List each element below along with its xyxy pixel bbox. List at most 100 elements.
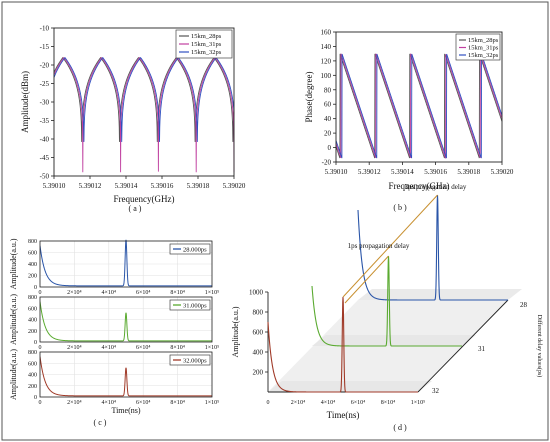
y-tick-label: 600 (28, 306, 37, 312)
x-tick-label: 5.39018 (187, 182, 210, 190)
y-tick-label: -10 (40, 25, 50, 33)
y-tick-label: -50 (40, 173, 50, 181)
z-tick-label: 31 (478, 345, 486, 353)
y-tick-label: 400 (28, 373, 37, 379)
annotation-line-1ps (344, 255, 389, 304)
y-tick-label: 80 (324, 86, 332, 94)
x-tick-label: 1×10⁵ (205, 400, 219, 406)
z-axis-line (417, 299, 509, 393)
series-line-15km_28ps (335, 53, 503, 159)
caption-c: ( c ) (94, 418, 107, 427)
legend-label: 15km_32ps (468, 52, 499, 59)
z-tick-label: 32 (432, 387, 440, 395)
y-tick-label: 20 (324, 130, 332, 138)
x-tick-label: 5.39012 (79, 182, 102, 190)
y-tick-label: -20 (40, 62, 50, 70)
y-tick-label: 1000 (249, 289, 264, 297)
x-axis-label: Frequency(GHz) (114, 194, 175, 204)
x-tick-label: 1×10⁵ (205, 290, 219, 296)
y-tick-label: -45 (40, 154, 50, 162)
y-tick-label: 200 (253, 369, 264, 377)
caption-d: ( d ) (393, 423, 407, 432)
x-tick-label: 1×10⁵ (411, 400, 425, 406)
y-axis-label: Amplitude(a.u.) (9, 294, 18, 345)
series-line-31 (311, 255, 462, 347)
annotation-line-3ps (342, 194, 438, 298)
x-tick-label: 5.39016 (424, 168, 447, 176)
y-tick-label: -40 (40, 136, 50, 144)
x-axis-label: Time(ns) (327, 410, 360, 420)
series-line-15km_31ps (53, 56, 235, 173)
y-tick-label: -15 (40, 43, 50, 51)
legend-label: 15km_32ps (191, 49, 222, 56)
x-tick-label: 0 (39, 400, 42, 406)
x-tick-label: 5.39012 (358, 168, 381, 176)
series-line-15km_32ps (335, 53, 503, 159)
x-tick-label: 2×10⁴ (291, 400, 305, 406)
y-axis-label: Phase(degree) (304, 72, 314, 123)
x-tick-label: 6×10⁴ (136, 345, 150, 351)
y-tick-label: 40 (324, 115, 332, 123)
legend-label: 15km_31ps (468, 45, 499, 52)
x-tick-label: 2×10⁴ (67, 400, 81, 406)
x-axis-label: Frequency(GHz) (389, 181, 450, 191)
x-axis-label: Time(ns) (111, 406, 140, 415)
x-tick-label: 0 (267, 400, 270, 406)
x-tick-label: 8×10⁴ (170, 290, 184, 296)
depth-plane (358, 289, 522, 300)
plot-area-b (335, 31, 503, 163)
y-tick-label: 800 (253, 309, 264, 317)
series-line-15km_32ps (53, 57, 235, 142)
legend-box (169, 354, 211, 366)
y-tick-label: 200 (28, 329, 37, 335)
y-tick-label: -35 (40, 117, 50, 125)
x-tick-label: 6×10⁴ (136, 290, 150, 296)
legend-label: 32.000ps (183, 358, 207, 365)
caption-b: ( b ) (393, 203, 407, 212)
x-tick-label: 5.39010 (43, 182, 66, 190)
y-tick-label: 100 (321, 72, 332, 80)
x-tick-label: 0 (39, 290, 42, 296)
y-tick-label: 200 (28, 274, 37, 280)
x-tick-label: 2×10⁴ (67, 290, 81, 296)
x-tick-label: 4×10⁴ (102, 400, 116, 406)
y-tick-label: 160 (321, 29, 332, 37)
x-tick-label: 8×10⁴ (170, 345, 184, 351)
x-tick-label: 4×10⁴ (102, 290, 116, 296)
y-tick-label: 0 (34, 340, 37, 346)
y-tick-label: 800 (28, 239, 37, 245)
x-tick-label: 8×10⁴ (381, 400, 395, 406)
legend-label: 15km_28ps (191, 33, 222, 40)
y-axis-label: Amplitude(a.u.) (9, 349, 18, 400)
y-tick-label: 600 (253, 329, 264, 337)
subplot-frame (39, 296, 213, 343)
floor-plane (268, 300, 508, 392)
x-tick-label: 1×10⁵ (205, 345, 219, 351)
y-tick-label: 0 (328, 144, 332, 152)
y-tick-label: 400 (253, 349, 264, 357)
series-line-28.000ps (40, 239, 212, 287)
z-axis-label: Different delay values(ps) (536, 315, 543, 378)
legend-box (169, 243, 211, 255)
x-tick-label: 5.39020 (223, 182, 246, 190)
y-tick-label: 0 (34, 285, 37, 291)
caption-a: ( a ) (129, 204, 142, 213)
x-tick-label: 6×10⁴ (136, 400, 150, 406)
y-tick-label: 0 (34, 395, 37, 401)
panel-b-phase-chart: 160 140 120 100 80 60 40 20 0 -205.39010 5.39012 5.… (304, 29, 514, 192)
y-tick-label: -25 (40, 80, 50, 88)
series-line-31.000ps (40, 301, 212, 342)
x-tick-label: 6×10⁴ (351, 400, 365, 406)
y-axis-label: Amplitude(a.u.) (231, 306, 240, 357)
x-tick-label: 4×10⁴ (321, 400, 335, 406)
x-tick-label: 0 (39, 345, 42, 351)
x-tick-label: 5.39010 (325, 168, 348, 176)
y-tick-label: 200 (28, 384, 37, 390)
x-tick-label: 5.39016 (151, 182, 174, 190)
annotation-1ps: 1ps propagation delay (348, 242, 410, 250)
y-tick-label: 140 (321, 43, 332, 51)
panel-d-3d-chart: 1000 800 600 400 200 0 2×10⁴ 4×10⁴ 6×10⁴ 8×10⁴ 1×1… (231, 183, 543, 420)
y-tick-label: 600 (28, 361, 37, 367)
